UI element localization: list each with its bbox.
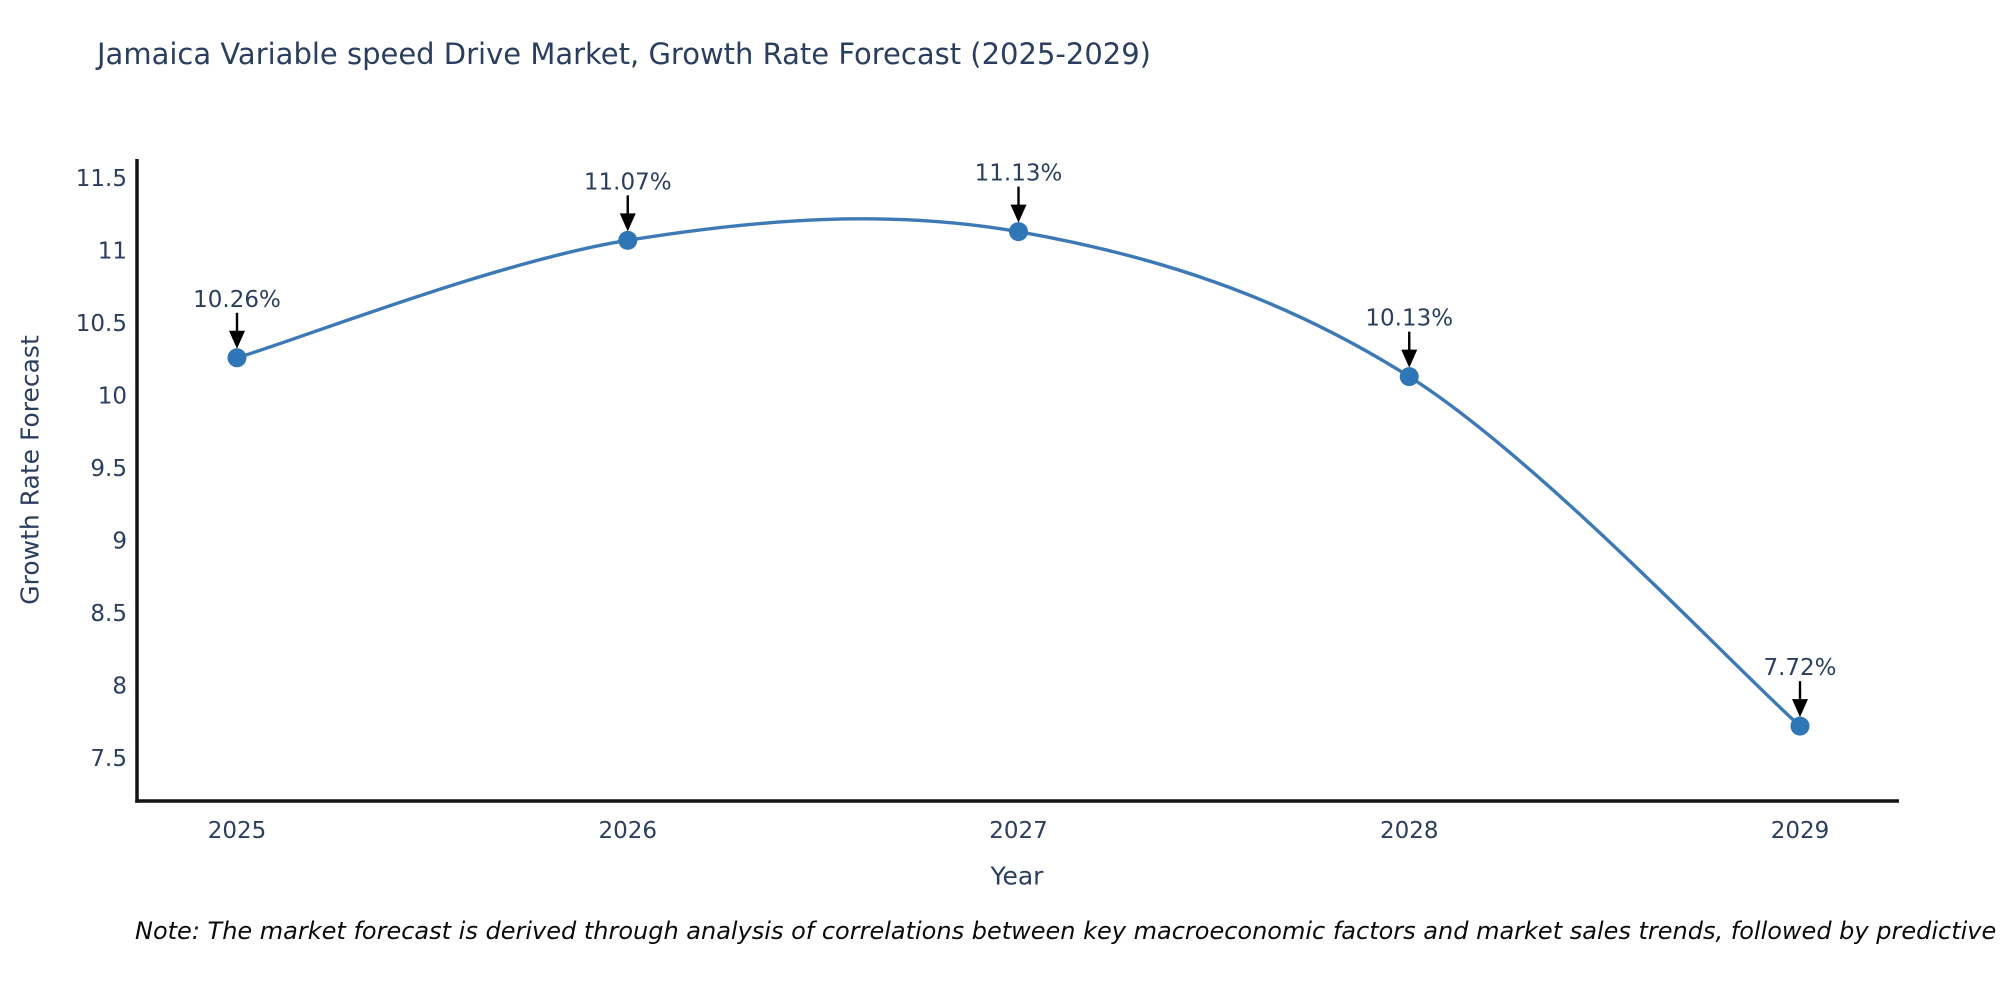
trend-line xyxy=(235,217,1802,728)
data-point-2029 xyxy=(1790,716,1810,736)
annotation-arrowhead xyxy=(1401,349,1418,368)
annotation-arrowhead xyxy=(1010,204,1027,223)
y-tick-label: 10 xyxy=(98,384,127,410)
data-point-2028 xyxy=(1399,367,1419,387)
y-tick-label: 11 xyxy=(98,239,127,265)
y-tick-label: 11.5 xyxy=(76,166,127,192)
x-tick-label: 2029 xyxy=(1771,818,1830,844)
y-tick-label: 8.5 xyxy=(90,601,127,627)
point-value-label: 11.07% xyxy=(584,169,672,195)
y-tick-label: 10.5 xyxy=(76,311,127,337)
y-tick-label: 9 xyxy=(112,529,127,555)
data-point-2026 xyxy=(618,230,638,250)
annotation-arrowhead xyxy=(619,213,636,232)
x-tick-label: 2025 xyxy=(208,818,267,844)
data-point-2027 xyxy=(1009,222,1028,242)
annotation-arrowhead xyxy=(1792,699,1808,718)
data-point-2025 xyxy=(227,348,247,368)
y-tick-label: 9.5 xyxy=(90,456,127,482)
footnote-text: Note: The market forecast is derived thr… xyxy=(135,917,2000,945)
point-value-label: 11.13% xyxy=(975,161,1063,187)
chart-title: Jamaica Variable speed Drive Market, Gro… xyxy=(97,37,1151,71)
y-tick-label: 7.5 xyxy=(90,746,127,772)
point-value-label: 10.26% xyxy=(193,287,281,313)
point-value-label: 10.13% xyxy=(1365,306,1453,332)
x-tick-label: 2026 xyxy=(598,818,657,844)
y-tick-label: 8 xyxy=(112,674,127,700)
point-value-label: 7.72% xyxy=(1763,655,1836,681)
x-axis-title: Year xyxy=(990,861,1044,891)
annotation-arrowhead xyxy=(229,330,245,349)
x-tick-label: 2028 xyxy=(1380,818,1439,844)
x-tick-label: 2027 xyxy=(989,818,1048,844)
